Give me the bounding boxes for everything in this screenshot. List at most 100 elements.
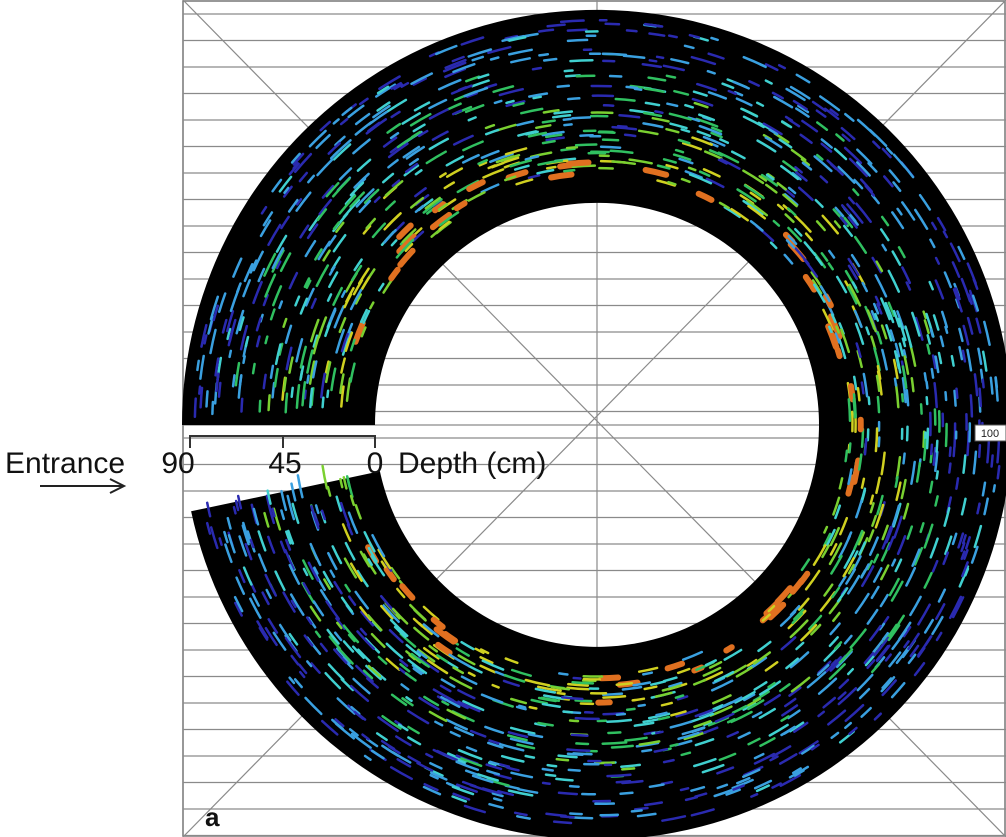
reflection	[233, 595, 244, 613]
radar-ring	[182, 9, 1006, 837]
reflection	[367, 546, 378, 563]
reflection	[298, 663, 308, 675]
reflection	[513, 811, 528, 817]
reflection	[316, 158, 334, 177]
reflection	[748, 80, 760, 87]
reflection	[854, 592, 870, 614]
reflection	[221, 318, 228, 334]
reflection	[925, 380, 929, 390]
reflection	[880, 676, 896, 693]
reflection	[848, 157, 868, 178]
reflection	[810, 623, 822, 636]
reflection	[322, 570, 334, 588]
reflection	[333, 648, 348, 665]
reflection	[621, 767, 636, 771]
reflection	[267, 394, 271, 412]
reflection	[760, 173, 779, 187]
reflection	[787, 234, 798, 246]
reflection	[907, 653, 917, 665]
reflection	[341, 106, 353, 117]
reflection	[860, 563, 870, 579]
reflection	[211, 400, 215, 416]
reflection	[397, 247, 416, 268]
reflection	[332, 221, 340, 230]
reflection	[884, 301, 895, 324]
reflection	[727, 89, 737, 96]
reflection	[949, 242, 961, 263]
reflection	[484, 128, 500, 136]
reflection	[981, 378, 985, 389]
reflection	[282, 317, 288, 328]
reflection	[874, 274, 888, 298]
reflection	[309, 605, 322, 622]
reflection	[840, 328, 851, 354]
reflection	[271, 381, 276, 399]
reflection	[746, 199, 769, 217]
reflection	[252, 507, 260, 526]
reflection	[837, 691, 847, 700]
reflection	[823, 525, 829, 534]
reflection	[205, 390, 209, 408]
reflection	[445, 167, 464, 178]
reflection	[352, 138, 371, 155]
reflection	[828, 249, 836, 259]
reflection	[315, 133, 331, 150]
reflection	[375, 83, 397, 98]
reflection	[399, 663, 411, 673]
reflection	[452, 666, 465, 675]
reflection	[292, 152, 305, 166]
reflection	[667, 34, 678, 39]
reflection	[926, 343, 931, 355]
reflection	[503, 673, 526, 683]
reflection	[621, 779, 644, 785]
reflection	[636, 812, 657, 818]
reflection	[992, 484, 996, 493]
reflection	[390, 566, 401, 580]
reflection	[299, 370, 304, 381]
reflection	[569, 812, 583, 816]
reflection	[490, 161, 505, 169]
reflection	[341, 337, 350, 356]
reflection	[807, 614, 823, 631]
reflection	[404, 242, 414, 253]
reflection	[961, 349, 967, 363]
reflection	[665, 127, 680, 134]
reflection	[758, 707, 776, 720]
reflection	[863, 651, 875, 665]
reflection	[371, 222, 387, 239]
reflection	[235, 576, 246, 595]
reflection	[866, 559, 874, 571]
reflection	[969, 394, 974, 418]
reflection	[495, 155, 515, 164]
reflection	[342, 476, 348, 490]
reflection	[451, 785, 475, 796]
reflection	[455, 647, 470, 657]
reflection	[892, 153, 907, 169]
reflection	[913, 661, 926, 677]
reflection	[302, 567, 309, 577]
reflection	[400, 81, 410, 88]
reflection	[825, 528, 836, 547]
reflection	[881, 348, 888, 371]
reflection	[412, 77, 427, 86]
reflection	[844, 703, 865, 723]
reflection	[690, 785, 706, 792]
reflection	[787, 709, 801, 720]
reflection	[628, 158, 653, 165]
reflection	[601, 741, 628, 745]
reflection	[716, 766, 735, 775]
reflection	[857, 453, 863, 471]
reflection	[742, 115, 765, 129]
reflection	[827, 262, 834, 271]
reflection	[917, 646, 926, 658]
reflection	[530, 698, 548, 705]
reflection	[854, 322, 865, 345]
reflection	[751, 711, 763, 719]
reflection	[815, 220, 826, 232]
reflection	[698, 113, 716, 122]
reflection	[642, 122, 664, 129]
reflection	[303, 277, 311, 289]
reflection	[428, 710, 448, 723]
reflection	[684, 103, 695, 109]
reflection	[834, 504, 842, 520]
